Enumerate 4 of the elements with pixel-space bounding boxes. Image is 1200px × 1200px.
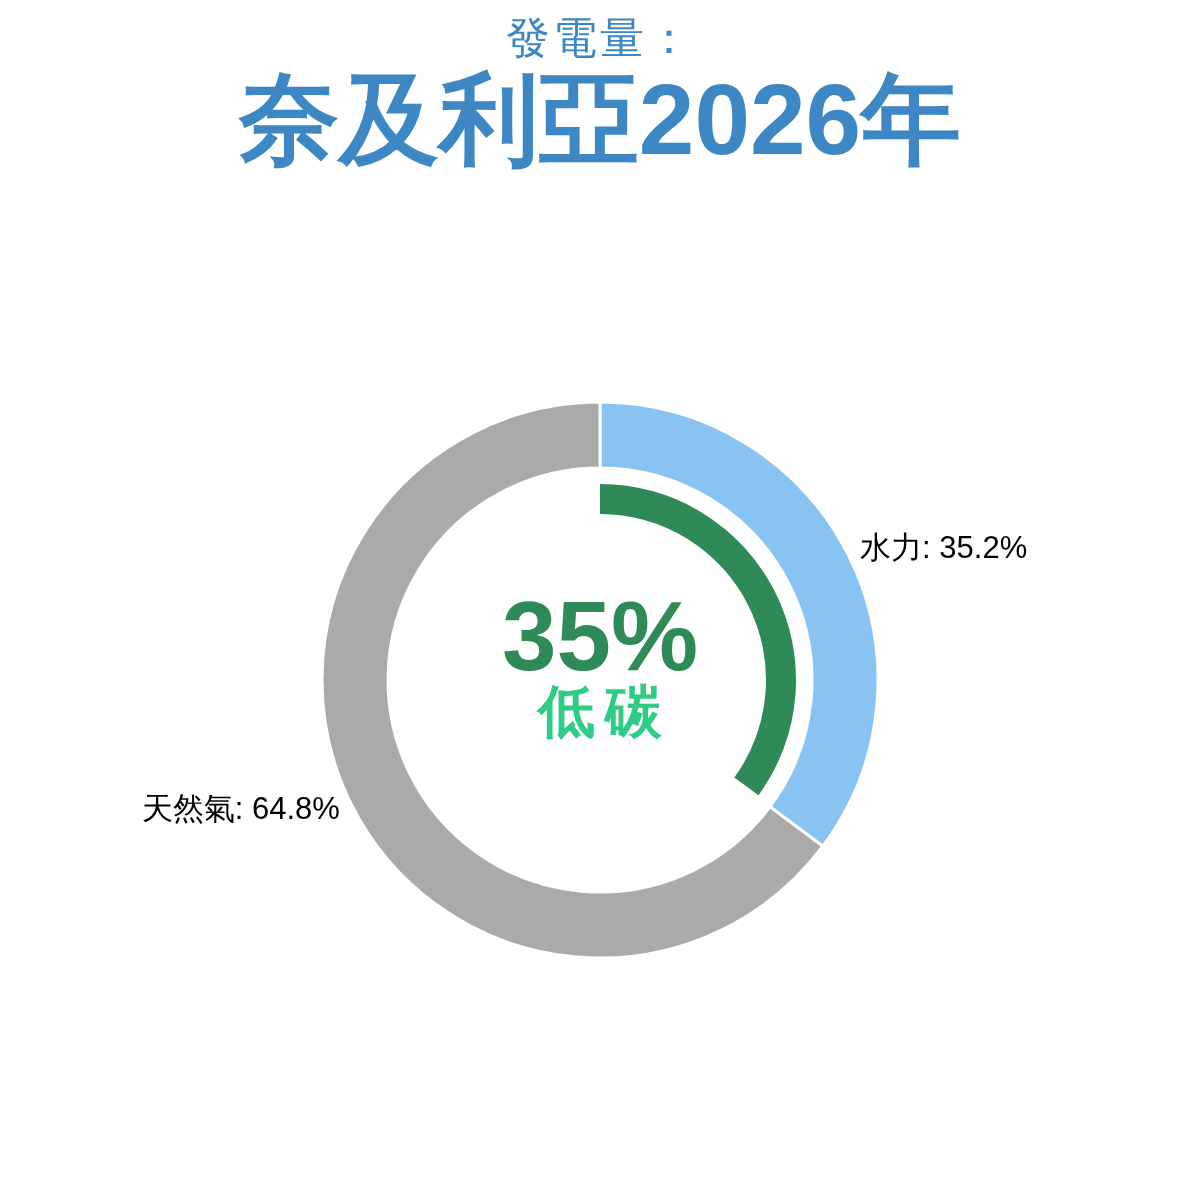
chart-subtitle: 發電量： (505, 12, 695, 64)
slice-label: 天然氣: 64.8% (141, 791, 340, 827)
slice-label: 水力: 35.2% (860, 530, 1028, 566)
chart-title: 奈及利亞2026年 (238, 63, 962, 175)
